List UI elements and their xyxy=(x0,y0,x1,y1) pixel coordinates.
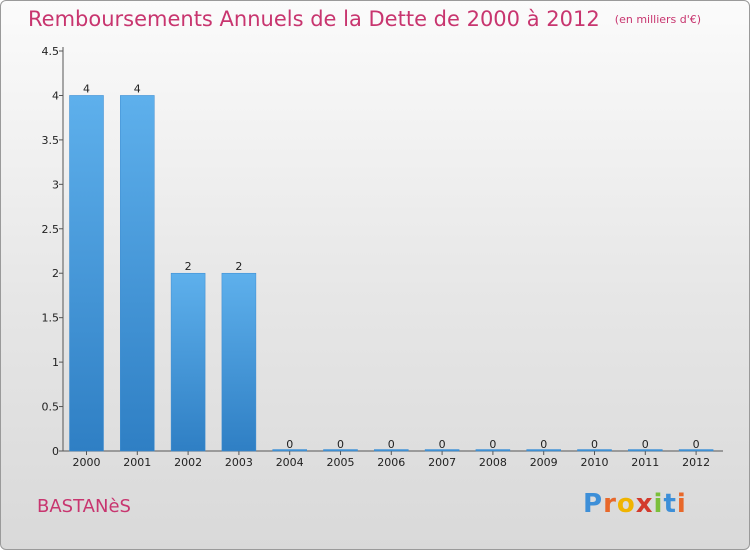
logo-letter: i xyxy=(653,489,664,519)
bar xyxy=(577,449,612,452)
x-tick-label: 2001 xyxy=(123,456,151,469)
bar xyxy=(323,449,358,452)
logo-letter: P xyxy=(583,489,604,519)
labels: 4 2000 4 2001 2 2002 2 2003 0 2004 0 2005 0 2006 0 2007… xyxy=(73,82,711,469)
bar xyxy=(170,272,206,452)
data-label: 0 xyxy=(693,438,700,451)
x-tick-label: 2004 xyxy=(276,456,304,469)
bar xyxy=(374,449,409,452)
y-tick-label: 2.5 xyxy=(42,223,60,236)
x-tick-label: 2000 xyxy=(73,456,101,469)
x-tick-label: 2012 xyxy=(682,456,710,469)
y-tick-label: 1 xyxy=(52,356,59,369)
data-label: 0 xyxy=(286,438,293,451)
data-label: 4 xyxy=(83,82,90,95)
x-tick-label: 2009 xyxy=(530,456,558,469)
bar xyxy=(628,449,663,452)
title-unit-note: (en milliers d'€) xyxy=(614,13,702,26)
x-tick-label: 2010 xyxy=(581,456,609,469)
bar xyxy=(221,272,257,452)
y-tick-label: 0 xyxy=(52,445,59,458)
logo-letter: r xyxy=(603,489,617,519)
commune-name: BASTANèS xyxy=(37,496,131,517)
y-tick-label: 0.5 xyxy=(42,401,60,414)
data-label: 0 xyxy=(642,438,649,451)
y-tick-label: 2 xyxy=(52,267,59,280)
bar xyxy=(69,95,104,452)
bar xyxy=(526,449,561,452)
data-label: 0 xyxy=(439,438,446,451)
data-label: 2 xyxy=(235,260,242,273)
x-tick-label: 2005 xyxy=(327,456,355,469)
proxiti-logo[interactable]: Proxiti xyxy=(583,489,687,519)
bar xyxy=(475,449,511,452)
x-tick-label: 2002 xyxy=(174,456,202,469)
logo-letter: i xyxy=(676,489,687,519)
bar xyxy=(272,449,307,452)
logo-letter: x xyxy=(635,489,654,519)
bars xyxy=(69,95,714,452)
x-tick-label: 2008 xyxy=(479,456,507,469)
bar xyxy=(120,95,155,452)
data-label: 0 xyxy=(591,438,598,451)
logo-letter: o xyxy=(616,489,636,519)
y-tick-label: 3 xyxy=(52,178,59,191)
x-tick-label: 2011 xyxy=(631,456,659,469)
y-tick-label: 3.5 xyxy=(42,134,60,147)
data-label: 0 xyxy=(337,438,344,451)
data-label: 4 xyxy=(134,82,141,95)
x-tick-label: 2007 xyxy=(428,456,456,469)
x-tick-label: 2003 xyxy=(225,456,253,469)
x-tick-label: 2006 xyxy=(377,456,405,469)
data-label: 0 xyxy=(388,438,395,451)
bar xyxy=(678,449,714,452)
y-tick-label: 1.5 xyxy=(42,312,60,325)
y-tick-label: 4 xyxy=(52,89,59,102)
title-main: Remboursements Annuels de la Dette de 20… xyxy=(28,7,600,31)
logo-letter: t xyxy=(663,489,677,519)
data-label: 0 xyxy=(540,438,547,451)
bar xyxy=(424,449,460,452)
chart-title: Remboursements Annuels de la Dette de 20… xyxy=(28,7,701,31)
y-tick-label: 4.5 xyxy=(42,45,60,58)
data-label: 0 xyxy=(489,438,496,451)
data-label: 2 xyxy=(185,260,192,273)
